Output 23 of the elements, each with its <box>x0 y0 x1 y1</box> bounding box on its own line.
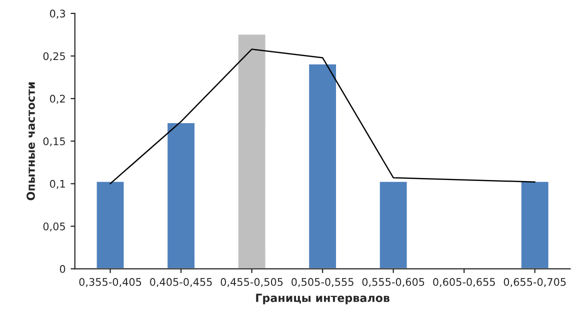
bar <box>378 180 408 269</box>
x-tick-label: 0,405-0,455 <box>150 278 212 287</box>
bar <box>308 62 338 269</box>
line-series <box>110 48 536 184</box>
x-tick-label: 0,655-0,705 <box>504 278 566 287</box>
y-axis-title: Опытные частости <box>26 82 35 200</box>
x-tick-label: 0,555-0,605 <box>362 278 424 287</box>
x-tick-label: 0,455-0,505 <box>220 278 283 287</box>
bar <box>166 122 196 269</box>
x-axis-title: Границы интервалов <box>256 294 390 304</box>
y-tick-label: 0,1 <box>50 180 65 189</box>
y-tick-label: 0,05 <box>43 222 65 232</box>
y-tick-label: 0,3 <box>50 10 66 19</box>
y-tick-label: 0,2 <box>50 94 65 104</box>
bar <box>95 180 126 269</box>
bar <box>520 180 550 269</box>
bar <box>236 33 267 269</box>
x-tick-label: 0,505-0,555 <box>292 278 354 287</box>
y-tick-label: 0,25 <box>43 52 65 62</box>
y-tick-label: 0,15 <box>43 137 65 146</box>
x-tick-label: 0,605-0,655 <box>433 278 495 287</box>
y-tick-label: 0 <box>60 265 66 273</box>
x-tick-label: 0,355-0,405 <box>79 278 142 287</box>
